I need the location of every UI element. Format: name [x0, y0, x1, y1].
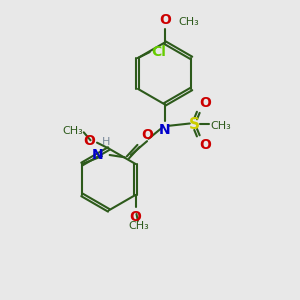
Text: O: O — [83, 134, 94, 148]
Text: CH₃: CH₃ — [210, 121, 231, 131]
Text: CH₃: CH₃ — [128, 221, 149, 231]
Text: N: N — [159, 123, 170, 136]
Text: O: O — [130, 210, 142, 224]
Text: CH₃: CH₃ — [62, 126, 83, 136]
Text: O: O — [159, 13, 171, 27]
Text: O: O — [199, 96, 211, 110]
Text: Cl: Cl — [151, 44, 166, 58]
Text: O: O — [199, 138, 211, 152]
Text: CH₃: CH₃ — [178, 17, 199, 27]
Text: O: O — [141, 128, 153, 142]
Text: S: S — [189, 117, 200, 132]
Text: N: N — [92, 148, 104, 162]
Text: H: H — [102, 137, 110, 147]
